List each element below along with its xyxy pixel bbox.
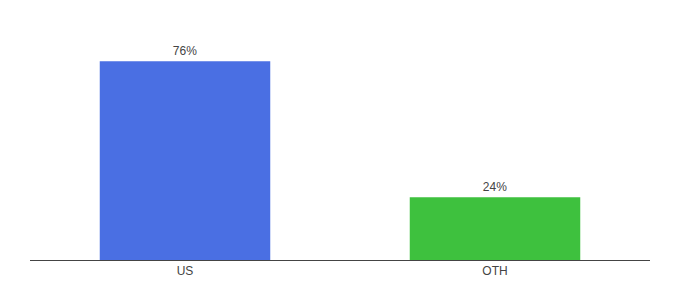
- svg-text:OTH: OTH: [482, 264, 507, 278]
- svg-text:24%: 24%: [483, 180, 507, 194]
- svg-text:US: US: [177, 264, 194, 278]
- svg-text:76%: 76%: [173, 44, 197, 58]
